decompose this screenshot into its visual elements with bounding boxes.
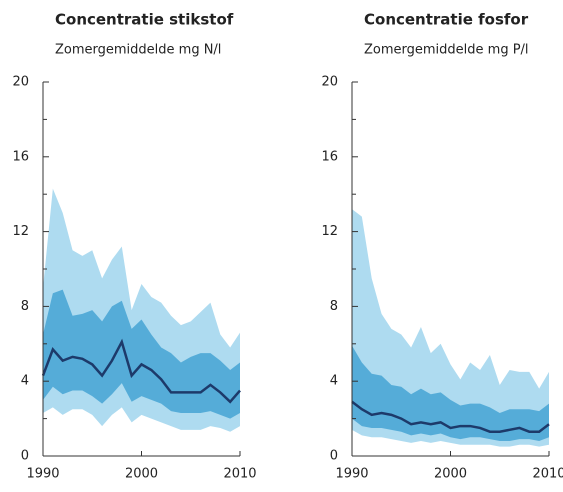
median-line (41, 338, 241, 404)
y-tick-label: 8 (21, 299, 29, 314)
y-tick-label: 8 (330, 299, 338, 314)
chart-subtitle: Zomergemiddelde mg P/l (364, 43, 529, 58)
chart-title: Concentratie fosfor (364, 11, 529, 29)
chart-subtitle: Zomergemiddelde mg N/l (55, 43, 221, 58)
x-tick-label: 2000 (125, 467, 158, 482)
band (352, 345, 549, 442)
median-line (351, 400, 550, 433)
x-tick-label: 2010 (532, 467, 563, 482)
y-tick-label: 4 (330, 374, 338, 389)
y-tick-label: 20 (12, 75, 29, 90)
y-tick-label: 0 (21, 449, 29, 464)
x-tick-label: 2010 (223, 467, 256, 482)
y-tick-label: 12 (321, 224, 338, 239)
y-tick-label: 16 (321, 149, 338, 164)
x-tick-label: 2000 (434, 467, 467, 482)
band (43, 289, 240, 419)
y-tick-label: 12 (12, 224, 29, 239)
x-tick-label: 1990 (26, 467, 59, 482)
y-tick-label: 16 (12, 149, 29, 164)
y-tick-label: 0 (330, 449, 338, 464)
x-tick-label: 1990 (335, 467, 368, 482)
y-tick-label: 20 (321, 75, 338, 90)
y-tick-label: 4 (21, 374, 29, 389)
chart-title: Concentratie stikstof (55, 11, 234, 29)
